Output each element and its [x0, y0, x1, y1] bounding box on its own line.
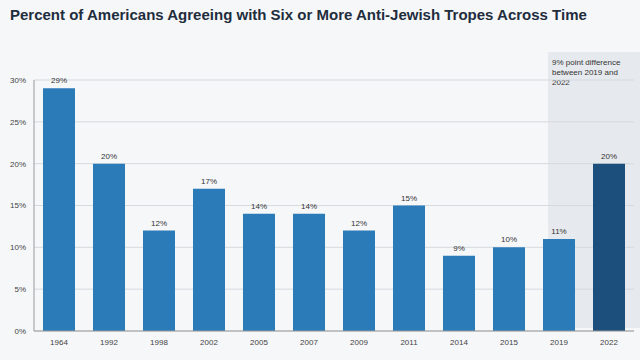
svg-text:17%: 17%: [201, 177, 217, 186]
svg-text:11%: 11%: [551, 227, 566, 236]
svg-text:1964: 1964: [50, 338, 68, 347]
svg-text:25%: 25%: [10, 118, 26, 127]
svg-text:29%: 29%: [51, 76, 67, 85]
svg-text:0%: 0%: [14, 327, 26, 336]
svg-text:9%: 9%: [453, 244, 465, 253]
svg-text:2007: 2007: [300, 338, 318, 347]
svg-text:2015: 2015: [500, 338, 518, 347]
svg-text:2022: 2022: [600, 338, 618, 347]
svg-text:2009: 2009: [350, 338, 368, 347]
svg-text:30%: 30%: [10, 76, 26, 85]
svg-text:2014: 2014: [450, 338, 468, 347]
html-text:Percent of Americans Agreeing: Percent of Americans Agreeing with Six o…: [10, 6, 587, 23]
svg-text:1998: 1998: [150, 338, 168, 347]
svg-text:10%: 10%: [501, 235, 517, 244]
svg-text:14%: 14%: [251, 202, 267, 211]
svg-text:2011: 2011: [400, 338, 418, 347]
svg-text:2005: 2005: [250, 338, 268, 347]
svg-text:2002: 2002: [200, 338, 218, 347]
svg-text:20%: 20%: [10, 160, 26, 169]
svg-text:14%: 14%: [301, 202, 317, 211]
svg-text:12%: 12%: [351, 219, 367, 228]
svg-text:5%: 5%: [14, 285, 26, 294]
html-text:9% point difference between 20: 9% point difference between 2019 and 202…: [552, 58, 621, 87]
svg-text:10%: 10%: [10, 243, 26, 252]
svg-text:15%: 15%: [401, 194, 417, 203]
svg-text:2019: 2019: [550, 338, 568, 347]
svg-text:12%: 12%: [151, 219, 167, 228]
svg-text:20%: 20%: [601, 152, 617, 161]
svg-text:20%: 20%: [101, 152, 117, 161]
svg-text:1992: 1992: [100, 338, 118, 347]
svg-text:15%: 15%: [10, 201, 26, 210]
